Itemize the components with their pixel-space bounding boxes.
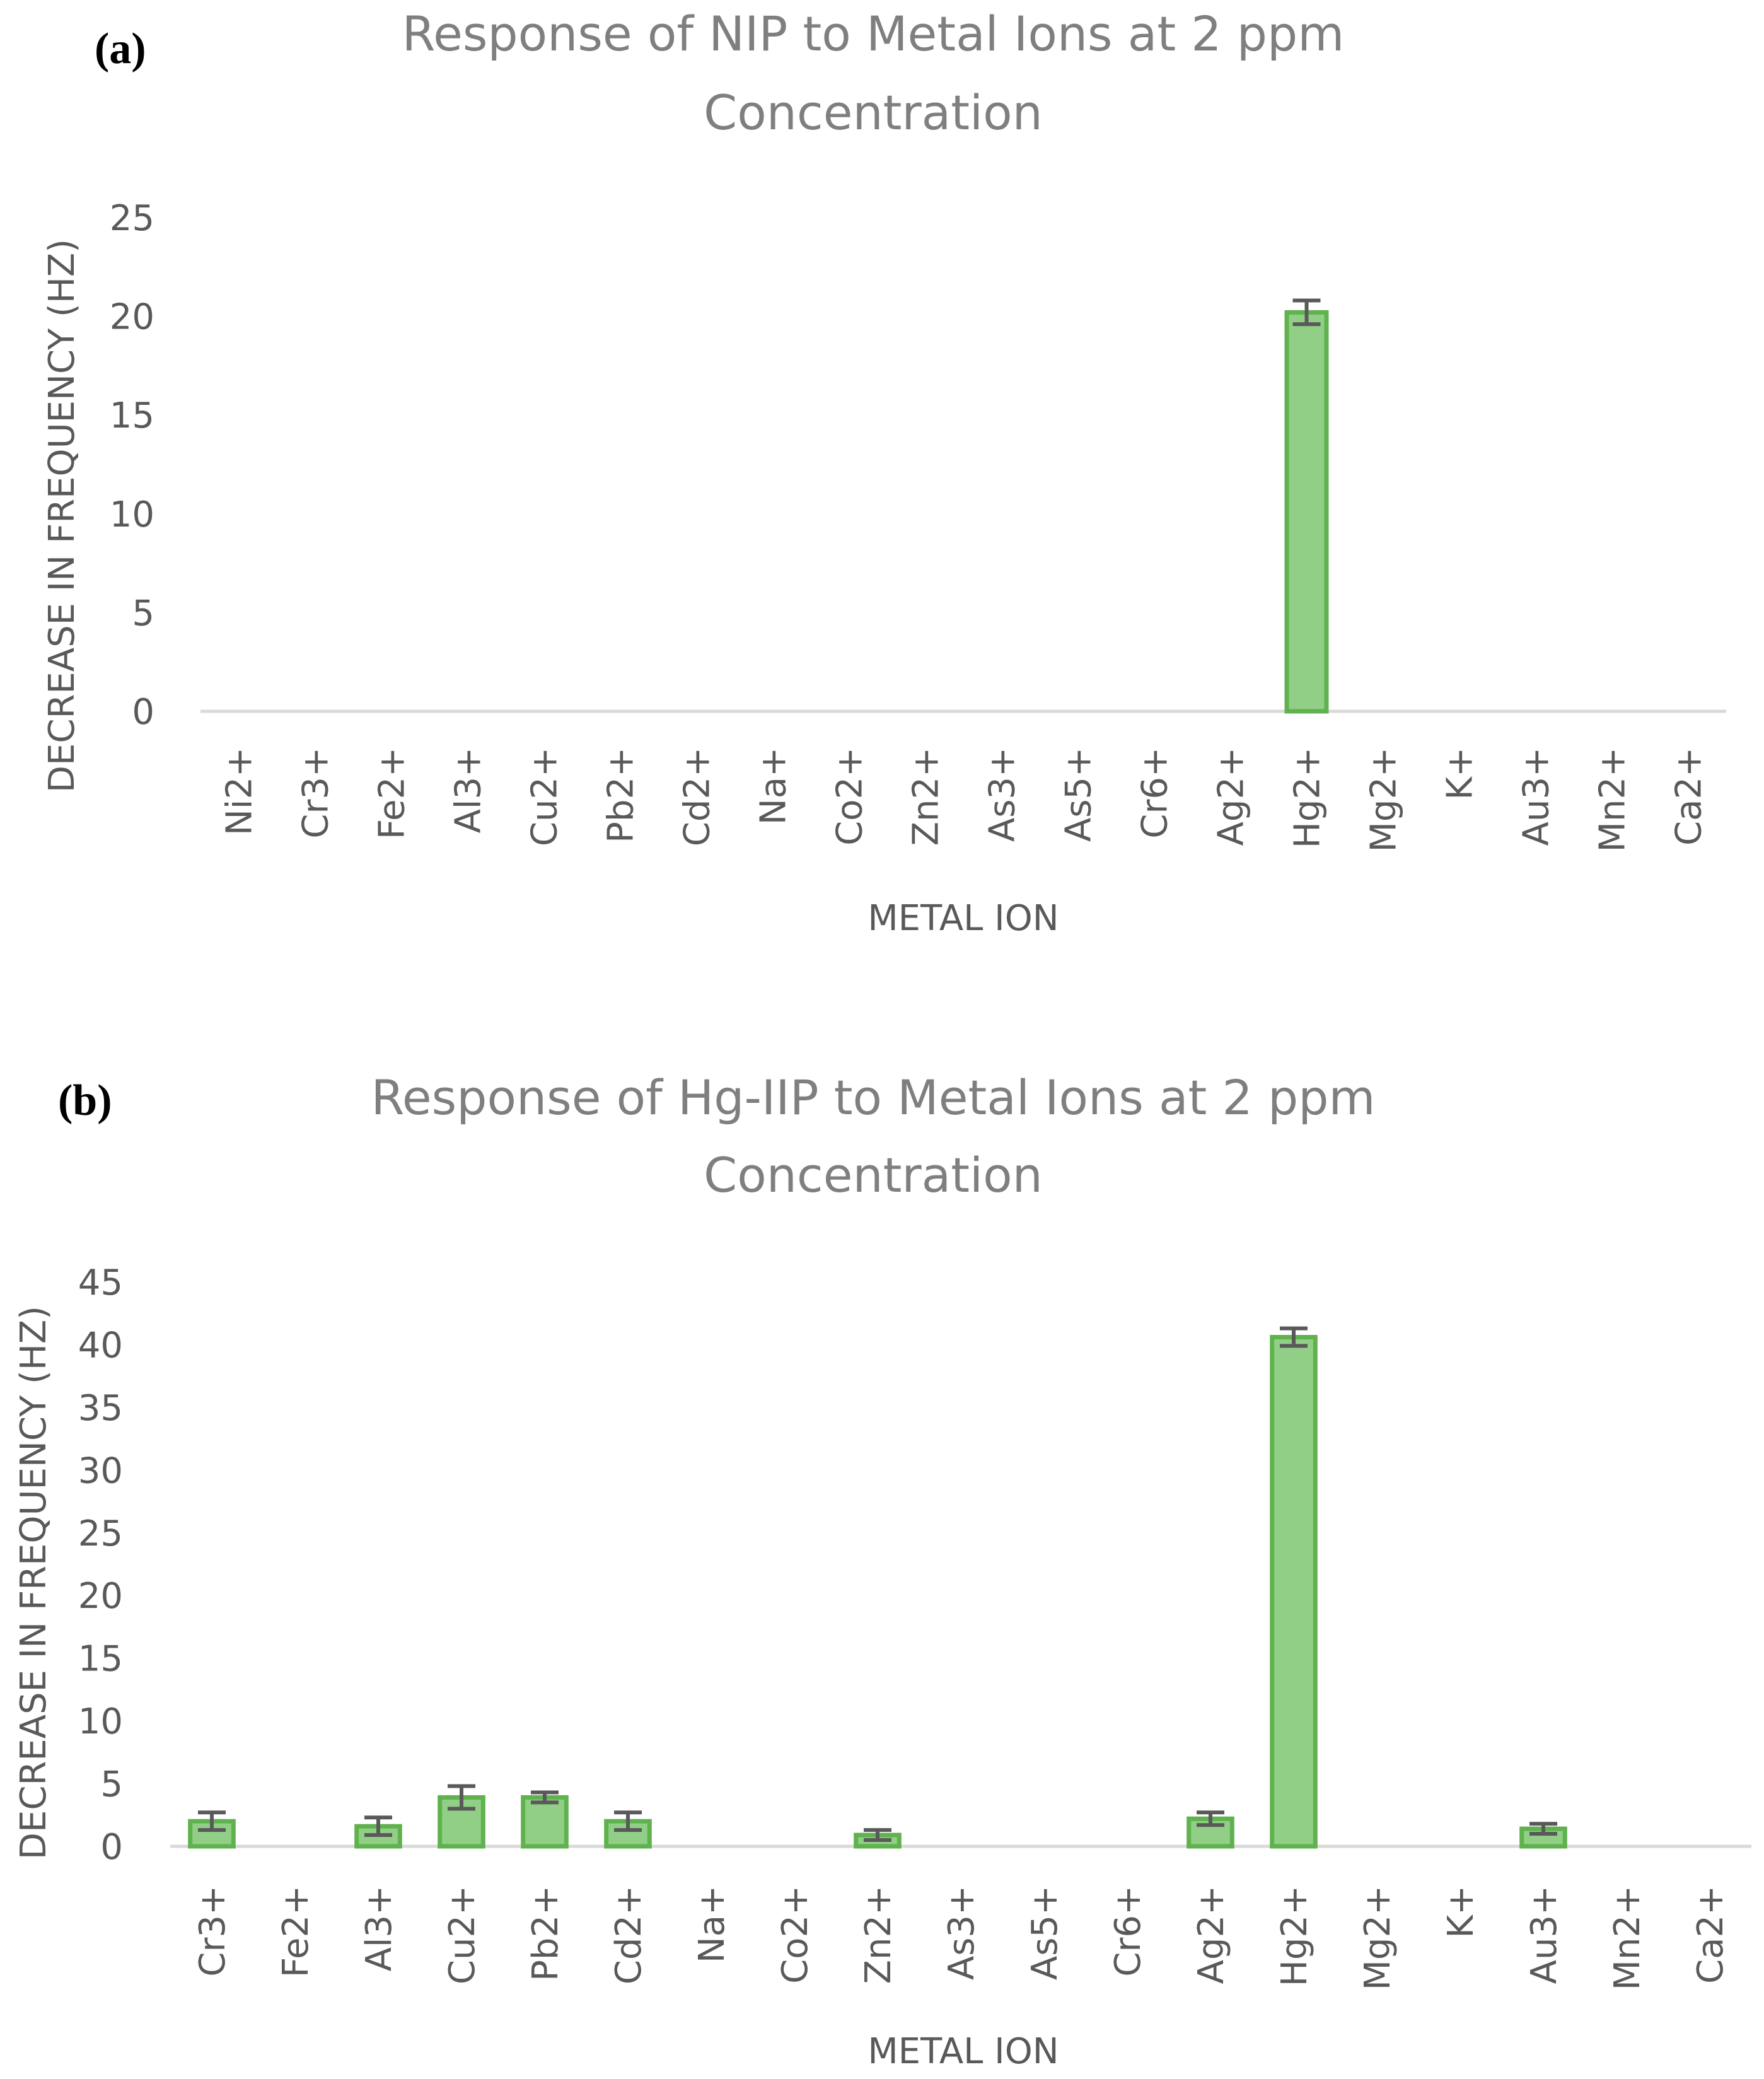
- y-tick-label-b: 20: [78, 1576, 123, 1617]
- category-label-as5plus: As5+: [1024, 1885, 1065, 1980]
- panel-label-b: (b): [58, 1076, 112, 1125]
- category-label-cd2plus: Cd2+: [677, 747, 718, 846]
- category-label-kplus: K+: [1441, 1885, 1482, 1938]
- y-tick-label-b: 0: [100, 1827, 123, 1868]
- category-label-naplus: Na+: [692, 1885, 733, 1963]
- chart-panel-b: (b) Response of Hg-IIP to Metal Ions at …: [13, 1069, 1751, 2072]
- bars-b: [188, 1326, 1567, 1849]
- error-bar-cu2plus: [448, 1784, 475, 1811]
- y-tick-label-a: 15: [110, 395, 154, 436]
- category-label-cr6plus: Cr6+: [1135, 747, 1176, 839]
- category-label-al3plus: Al3+: [359, 1885, 400, 1971]
- error-bar-al3plus: [364, 1815, 392, 1837]
- y-axis-title-a: DECREASE IN FREQUENCY (HZ): [42, 239, 83, 793]
- category-label-co2plus: Co2+: [775, 1885, 816, 1984]
- category-label-mg2plus: Mg2+: [1357, 1885, 1398, 1990]
- y-tick-label-b: 45: [78, 1262, 123, 1303]
- y-axis-title-b: DECREASE IN FREQUENCY (HZ): [13, 1306, 54, 1860]
- category-label-mn2plus: Mn2+: [1593, 747, 1633, 852]
- bars-a: [1284, 298, 1329, 714]
- chart-title-a-line1: Response of NIP to Metal Ions at 2 ppm: [402, 6, 1345, 62]
- category-label-fe2plus: Fe2+: [276, 1885, 316, 1977]
- error-bar-cd2plus: [614, 1810, 642, 1832]
- bar-pb2plus: [521, 1795, 569, 1849]
- y-tick-label-b: 30: [78, 1450, 123, 1491]
- y-tick-label-a: 25: [110, 198, 154, 239]
- y-ticks-a: 0 5 10 15 20 25: [110, 198, 154, 733]
- category-labels-b: Cr3+ Fe2+ Al3+ Cu2+ Pb2+ Cd2+ Na+ Co2+ Zn2+ As3+ A…: [192, 1885, 1731, 1990]
- category-label-hg2plus: Hg2+: [1274, 1885, 1315, 1986]
- category-label-cr3plus: Cr3+: [192, 1885, 233, 1977]
- category-label-cr6plus: Cr6+: [1108, 1885, 1149, 1977]
- y-tick-label-a: 0: [132, 692, 154, 733]
- category-label-mn2plus: Mn2+: [1607, 1885, 1648, 1990]
- error-bar-pb2plus: [531, 1790, 559, 1805]
- y-tick-label-a: 10: [110, 494, 154, 535]
- category-label-ag2plus: Ag2+: [1191, 1885, 1232, 1984]
- y-tick-label-b: 25: [78, 1513, 123, 1554]
- category-label-zn2plus: Zn2+: [906, 747, 947, 846]
- x-axis-title-b: METAL ION: [867, 2031, 1059, 2072]
- y-ticks-b: 0 5 10 15 20 25 30 35 40 45: [78, 1262, 123, 1868]
- category-label-au3plus: Au3+: [1524, 1885, 1565, 1984]
- category-label-cd2plus: Cd2+: [608, 1885, 649, 1984]
- y-tick-label-a: 5: [132, 593, 154, 634]
- category-label-ag2plus: Ag2+: [1211, 747, 1252, 846]
- error-bar-au3plus: [1529, 1822, 1557, 1836]
- y-tick-label-a: 20: [110, 297, 154, 338]
- category-label-ca2plus: Ca2+: [1669, 747, 1710, 846]
- category-label-as3plus: As3+: [941, 1885, 982, 1980]
- category-label-cr3plus: Cr3+: [296, 747, 337, 839]
- category-label-ca2plus: Ca2+: [1690, 1885, 1731, 1984]
- category-label-hg2plus: Hg2+: [1287, 747, 1328, 848]
- category-label-pb2plus: Pb2+: [525, 1885, 566, 1981]
- category-label-mg2plus: Mg2+: [1364, 747, 1405, 852]
- category-label-ni2plus: Ni2+: [219, 747, 260, 836]
- error-bar-ag2plus: [1197, 1810, 1224, 1827]
- category-label-as5plus: As5+: [1059, 747, 1100, 842]
- category-label-naplus: Na+: [753, 747, 794, 825]
- error-bar-cr3plus: [198, 1810, 226, 1832]
- error-bar-hg2plus: [1292, 298, 1321, 327]
- bar-hg2plus: [1284, 310, 1329, 714]
- chart-title-b-line2: Concentration: [704, 1147, 1043, 1203]
- category-label-cu2plus: Cu2+: [442, 1885, 483, 1984]
- error-bar-hg2plus: [1280, 1326, 1308, 1348]
- category-label-au3plus: Au3+: [1516, 747, 1557, 846]
- chart-title-b-line1: Response of Hg-IIP to Metal Ions at 2 pp…: [371, 1069, 1375, 1126]
- x-axis-title-a: METAL ION: [867, 898, 1059, 939]
- category-label-zn2plus: Zn2+: [858, 1885, 899, 1984]
- category-labels-a: Ni2+ Cr3+ Fe2+ Al3+ Cu2+ Pb2+ Cd2+ Na+ Co2+ Zn2+ A…: [219, 747, 1710, 852]
- category-label-kplus: K+: [1440, 747, 1481, 800]
- chart-title-a-line2: Concentration: [704, 84, 1043, 141]
- category-label-pb2plus: Pb2+: [601, 747, 642, 843]
- panel-label-a: (a): [95, 25, 146, 73]
- category-label-co2plus: Co2+: [830, 747, 871, 846]
- y-tick-label-b: 35: [78, 1388, 123, 1429]
- category-label-fe2plus: Fe2+: [372, 747, 413, 839]
- category-label-as3plus: As3+: [982, 747, 1023, 842]
- bar-hg2plus: [1270, 1335, 1318, 1849]
- y-tick-label-b: 15: [78, 1639, 123, 1680]
- category-label-cu2plus: Cu2+: [525, 747, 566, 846]
- y-tick-label-b: 40: [78, 1325, 123, 1366]
- y-tick-label-b: 10: [78, 1701, 123, 1742]
- chart-panel-a: (a) Response of NIP to Metal Ions at 2 p…: [42, 6, 1726, 939]
- y-tick-label-b: 5: [100, 1764, 123, 1805]
- category-label-al3plus: Al3+: [448, 747, 489, 833]
- error-bar-zn2plus: [864, 1828, 891, 1843]
